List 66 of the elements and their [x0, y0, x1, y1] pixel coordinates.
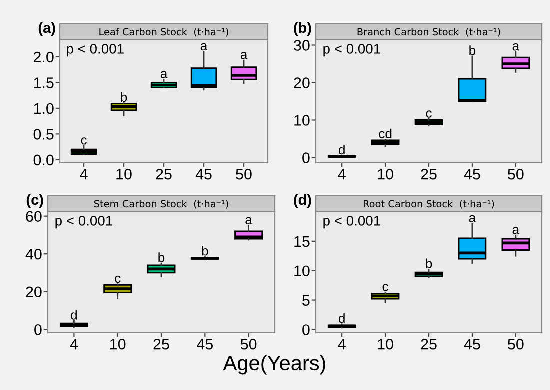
annotation: a: [512, 227, 520, 234]
annotation: c: [382, 284, 388, 292]
y-tick-label: 0.5: [34, 129, 54, 140]
annotation: a: [469, 215, 476, 223]
x-tick-label: 50: [236, 168, 252, 180]
annotation: d: [71, 310, 78, 320]
x-tick-label: 50: [240, 338, 257, 350]
x-tick-label: 50: [508, 338, 524, 350]
y-tick-label: 0: [302, 324, 310, 336]
y-tick-label: 0: [302, 152, 310, 164]
y-tick-label: 20: [26, 286, 42, 298]
y-tick-label: 60: [26, 211, 42, 222]
y-tick-label: 30: [294, 40, 310, 51]
x-axis-title: Age(Years): [223, 355, 326, 375]
x-tick-label: 4: [70, 339, 78, 350]
annotation: b: [470, 46, 476, 56]
y-tick-label: 40: [26, 248, 42, 260]
y-tick-label: 15: [294, 236, 310, 248]
annotation: a: [512, 44, 520, 51]
x-tick-label: 25: [421, 168, 437, 180]
x-tick-label: 10: [116, 168, 132, 180]
y-tick-label: 0: [34, 324, 42, 336]
x-tick-label: 10: [378, 168, 394, 180]
y-tick-label: 20: [294, 78, 310, 88]
x-tick-label: 45: [464, 169, 480, 180]
x-tick-label: 10: [378, 338, 394, 350]
x-tick-label: 45: [464, 339, 480, 350]
text: (d): [294, 194, 312, 208]
text: (b): [294, 22, 312, 36]
annotation: c: [115, 276, 121, 284]
annotation: d: [338, 313, 345, 324]
text: (c): [26, 194, 44, 208]
annotation: b: [158, 252, 165, 262]
x-tick-label: 4: [338, 169, 346, 180]
annotation: a: [200, 43, 208, 51]
x-tick-label: 50: [508, 168, 524, 180]
y-tick-label: 10: [294, 266, 310, 277]
y-tick-label: 5: [302, 295, 310, 306]
annotation: d: [338, 144, 345, 155]
annotation: b: [426, 258, 432, 268]
annotation: p < 0.001: [67, 44, 124, 57]
y-tick-label: 0.0: [34, 154, 54, 166]
x-tick-label: 25: [154, 338, 170, 350]
annotation: cd: [379, 128, 392, 139]
annotation: p < 0.001: [324, 216, 380, 229]
x-tick-label: 25: [421, 338, 437, 350]
y-tick-label: 10: [294, 115, 310, 126]
x-tick-label: 45: [197, 339, 214, 350]
annotation: p < 0.001: [324, 44, 380, 57]
annotation: c: [426, 110, 432, 118]
x-tick-label: 4: [80, 169, 88, 180]
annotation: b: [202, 246, 208, 256]
y-tick-label: 1.5: [34, 78, 54, 88]
x-tick-label: 45: [196, 169, 212, 180]
annotation: b: [121, 92, 128, 102]
annotation: a: [240, 52, 248, 60]
y-tick-label: 2.0: [34, 52, 54, 63]
y-tick-label: 1.0: [34, 103, 54, 114]
annotation: c: [81, 138, 87, 145]
annotation: a: [246, 217, 252, 225]
x-tick-label: 4: [338, 339, 346, 350]
annotation: a: [160, 71, 168, 78]
x-tick-label: 25: [156, 168, 172, 180]
x-tick-label: 10: [110, 338, 126, 350]
text: (a): [38, 22, 56, 36]
annotation: p < 0.001: [56, 216, 112, 229]
